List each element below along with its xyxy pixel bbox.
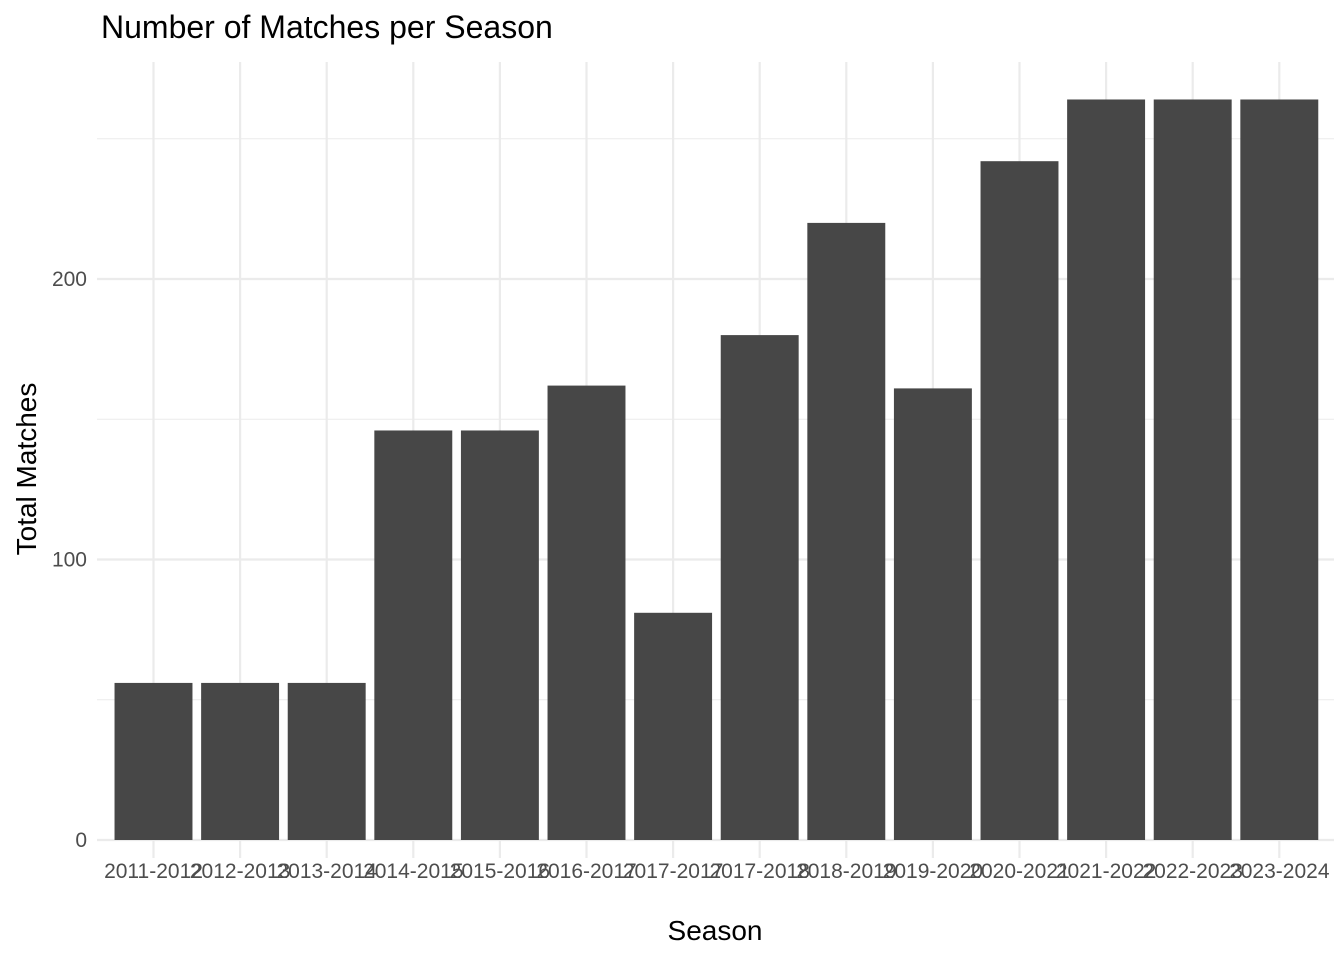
bar (1153, 99, 1232, 841)
y-axis-title: Total Matches (11, 383, 42, 556)
bar (634, 612, 713, 840)
x-tick-label: 2013-2014 (276, 860, 377, 883)
y-tick-label: 100 (52, 549, 87, 572)
x-axis-ticks: 2011-20122012-20132013-20142014-20152015… (104, 860, 1330, 883)
x-tick-label: 2019-2020 (883, 860, 983, 883)
y-axis-ticks: 0 100 200 (52, 268, 87, 852)
x-tick-label: 2011-2012 (104, 860, 203, 883)
bar (1067, 99, 1146, 841)
x-tick-label: 2022-2023 (1142, 860, 1242, 883)
x-tick-label: 2018-2019 (796, 860, 896, 883)
bar (374, 430, 453, 840)
gridlines (97, 62, 1334, 858)
x-tick-label: 2023-2024 (1229, 860, 1330, 883)
bars (114, 99, 1319, 841)
x-tick-label: 2021-2022 (1056, 860, 1156, 883)
x-tick-label: 2017-2018 (709, 860, 809, 883)
x-axis-title: Season (668, 915, 763, 946)
x-tick-label: 2016-2017 (536, 860, 636, 883)
y-tick-label: 200 (52, 268, 87, 291)
x-tick-label: 2014-2015 (363, 860, 463, 883)
bar (980, 161, 1059, 840)
bar (720, 335, 799, 840)
bar (807, 222, 886, 840)
x-tick-label: 2015-2016 (450, 860, 550, 883)
bar (547, 385, 626, 840)
bar (460, 430, 539, 840)
x-tick-label: 2020-2021 (969, 860, 1069, 883)
x-tick-label: 2012-2013 (190, 860, 290, 883)
bar (287, 682, 366, 840)
x-tick-label: 2017-2017 (623, 860, 723, 883)
bar (201, 682, 280, 840)
chart-title: Number of Matches per Season (101, 9, 553, 45)
bar (114, 682, 193, 840)
bar (1240, 99, 1319, 841)
bar (893, 388, 972, 840)
y-tick-label: 0 (75, 829, 87, 852)
